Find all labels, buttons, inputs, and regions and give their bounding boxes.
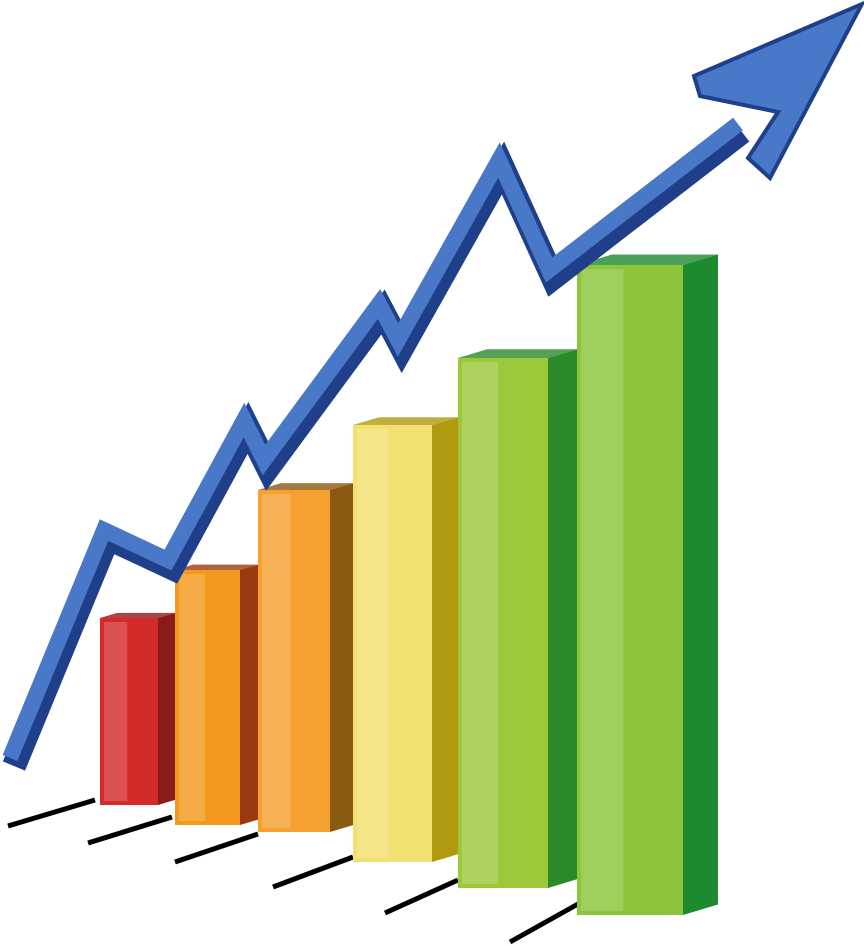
bar-side xyxy=(330,483,353,832)
bar-side xyxy=(683,254,718,915)
bar-side xyxy=(432,417,458,862)
bar-top xyxy=(100,612,175,618)
bar-shine xyxy=(581,269,624,911)
bar xyxy=(353,425,432,862)
bar-shine xyxy=(262,494,291,828)
arrow-head xyxy=(691,0,864,182)
bar xyxy=(175,570,240,825)
bar-top xyxy=(258,483,353,490)
bar-side xyxy=(240,564,258,825)
bar xyxy=(258,490,330,832)
base-tick xyxy=(7,797,96,829)
base-tick xyxy=(174,831,259,865)
bar-top xyxy=(577,254,718,265)
bar-shine xyxy=(104,622,128,801)
base-tick xyxy=(87,814,173,846)
trend-arrow xyxy=(2,0,864,771)
bar xyxy=(100,618,158,805)
base-tick xyxy=(272,854,354,890)
arrow-body xyxy=(2,117,743,762)
bar-side xyxy=(158,612,175,805)
bar-shine xyxy=(179,574,205,821)
bar-shine xyxy=(357,429,389,858)
base-tick xyxy=(508,901,580,945)
bar xyxy=(458,358,548,888)
base-tick xyxy=(383,877,460,916)
base-ticks xyxy=(7,797,580,945)
bar xyxy=(577,265,683,915)
bar-top xyxy=(458,349,577,358)
bars xyxy=(100,254,718,915)
bar-shine xyxy=(462,362,498,884)
bar-side xyxy=(548,349,577,888)
bar-top xyxy=(353,417,458,425)
bar-top xyxy=(175,564,258,570)
